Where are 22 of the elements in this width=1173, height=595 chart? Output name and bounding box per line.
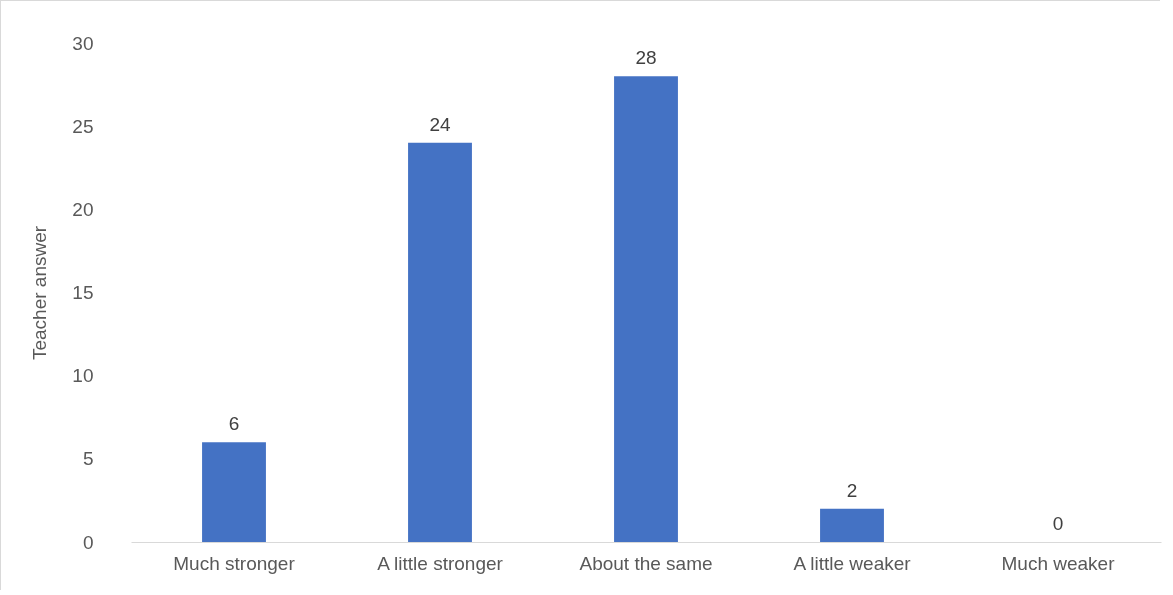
x-tick-label: Much weaker [1001,552,1116,574]
y-tick-label: 5 [82,448,94,470]
x-tick-label: A little stronger [377,552,504,574]
data-label: 28 [635,47,657,69]
x-tick-label: About the same [579,552,713,574]
x-tick-label: A little weaker [793,552,912,574]
bar [408,142,472,542]
y-tick-label: 25 [72,115,94,137]
x-tick-label: Much stronger [173,552,296,574]
y-tick-label: 10 [72,365,94,387]
data-label: 6 [228,413,240,435]
bar [202,442,266,542]
data-label: 2 [846,479,858,501]
y-axis-title: Teacher answer [29,225,51,361]
data-label: 24 [429,113,451,135]
y-tick-label: 30 [72,32,94,54]
y-tick-label: 20 [72,198,94,220]
bar [614,76,678,542]
y-tick-label: 0 [82,531,94,553]
y-tick-label: 15 [72,282,94,303]
data-label: 0 [1052,513,1064,534]
bar [820,508,884,542]
